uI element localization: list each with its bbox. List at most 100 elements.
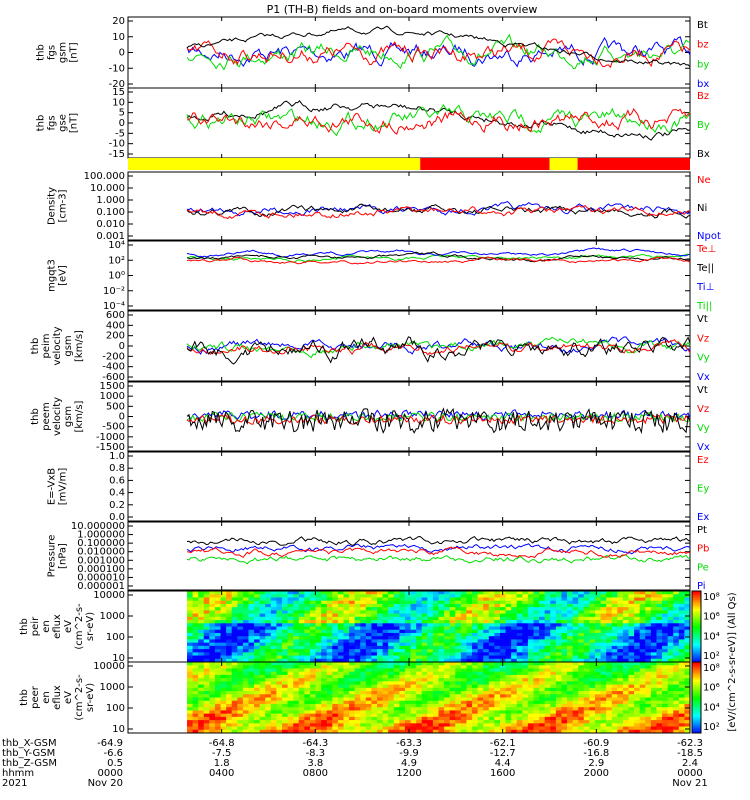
spectrogram-cell (628, 591, 635, 595)
spectrogram-cell (567, 645, 574, 650)
spectrogram-cell (544, 720, 551, 724)
spectrogram-cell (276, 671, 283, 676)
spectrogram-cell (578, 629, 585, 634)
spectrogram-cell (293, 729, 300, 734)
spectrogram-cell (220, 652, 227, 657)
spectrogram-cell (600, 629, 607, 634)
spectrogram-cell (187, 684, 194, 689)
spectrogram-cell (237, 716, 244, 721)
spectrogram-cell (187, 616, 194, 621)
spectrogram-cell (628, 716, 635, 721)
spectrogram-cell (349, 655, 356, 660)
spectrogram-cell (214, 642, 222, 647)
spectrogram-cell (617, 726, 624, 731)
spectrogram-cell (226, 600, 233, 605)
spectrogram-cell (539, 610, 546, 615)
spectrogram-cell (360, 594, 367, 598)
spectrogram-cell (432, 678, 440, 682)
spectrogram-cell (332, 665, 339, 669)
spectrogram-cell (365, 594, 372, 598)
spectrogram-cell (628, 610, 635, 615)
spectrogram-cell (606, 716, 613, 721)
spectrogram-cell (198, 723, 205, 728)
spectrogram-cell (421, 649, 428, 653)
spectrogram-cell (393, 707, 400, 711)
colorbar-cell (692, 614, 701, 617)
spectrogram-cell (483, 597, 490, 602)
spectrogram-cell (214, 691, 222, 695)
spectrogram-cell (438, 632, 445, 637)
spectrogram-cell (622, 632, 630, 637)
spectrogram-cell (399, 649, 406, 653)
spectrogram-cell (656, 613, 663, 618)
spectrogram-cell (293, 623, 300, 627)
spectrogram-cell (242, 623, 249, 627)
y-axis-label: gse (58, 114, 69, 132)
colorbar-cell (692, 713, 701, 716)
spectrogram-cell (567, 716, 574, 721)
ytick-label: 0.0 (109, 512, 125, 523)
spectrogram-cell (382, 681, 389, 686)
spectrogram-cell (628, 639, 635, 644)
spectrogram-cell (634, 687, 641, 692)
spectrogram-cell (365, 720, 372, 724)
spectrogram-cell (332, 707, 339, 711)
spectrogram-cell (455, 668, 462, 673)
spectrogram-cell (611, 713, 618, 718)
spectrogram-cell (315, 723, 322, 728)
spectrogram-cell (684, 623, 691, 627)
spectrogram-cell (555, 639, 562, 644)
spectrogram-cell (600, 678, 607, 682)
spectrogram-cell (254, 681, 261, 686)
spectrogram-cell (494, 655, 501, 660)
spectrogram-cell (527, 629, 535, 634)
spectrogram-cell (365, 591, 372, 595)
ytick-label: 1000 (100, 391, 125, 402)
spectrogram-cell (237, 610, 244, 615)
spectrogram-cell (259, 655, 266, 660)
spectrogram-cell (673, 603, 680, 608)
spectrogram-cell (438, 645, 445, 650)
spectrogram-cell (488, 623, 495, 627)
ephemeris-value: 2.4 (682, 758, 698, 769)
spectrogram-cell (265, 713, 272, 718)
spectrogram-cell (388, 655, 395, 660)
spectrogram-cell (611, 636, 618, 640)
spectrogram-cell (354, 678, 361, 682)
spectrogram-cell (410, 607, 417, 611)
spectrogram-cell (214, 662, 222, 666)
spectrogram-cell (444, 720, 451, 724)
spectrogram-cell (656, 662, 663, 666)
spectrogram-cell (472, 726, 479, 731)
panel-density: 100.00010.0001.0000.1000.0100.001Density… (47, 171, 721, 242)
spectrogram-cell (634, 678, 641, 682)
spectrogram-cell (522, 655, 529, 660)
spectrogram-cell (678, 607, 685, 611)
colorbar-label: [eV/(cm^2-s-sr-eV)] (All Qs) (727, 592, 738, 731)
spectrogram-cell (371, 642, 378, 647)
spectrogram-cell (187, 613, 194, 618)
spectrogram-cell (667, 665, 674, 669)
spectrogram-cell (444, 626, 451, 631)
spectrogram-cell (522, 671, 529, 676)
spectrogram-cell (315, 681, 322, 686)
spectrogram-cell (505, 636, 512, 640)
spectrogram-cell (617, 671, 624, 676)
spectrogram-cell (265, 700, 272, 705)
spectrogram-cell (639, 720, 646, 724)
spectrogram-cell (209, 639, 216, 644)
spectrogram-cell (583, 707, 590, 711)
spectrogram-cell (606, 629, 613, 634)
spectrogram-cell (455, 687, 462, 692)
spectrogram-cell (684, 645, 691, 650)
spectrogram-cell (298, 649, 305, 653)
spectrogram-cell (611, 716, 618, 721)
spectrogram-cell (399, 681, 406, 686)
spectrogram-cell (567, 713, 574, 718)
spectrogram-cell (511, 658, 518, 663)
spectrogram-cell (377, 600, 384, 605)
spectrogram-cell (349, 678, 356, 682)
spectrogram-cell (634, 632, 641, 637)
spectrogram-cell (270, 645, 277, 650)
